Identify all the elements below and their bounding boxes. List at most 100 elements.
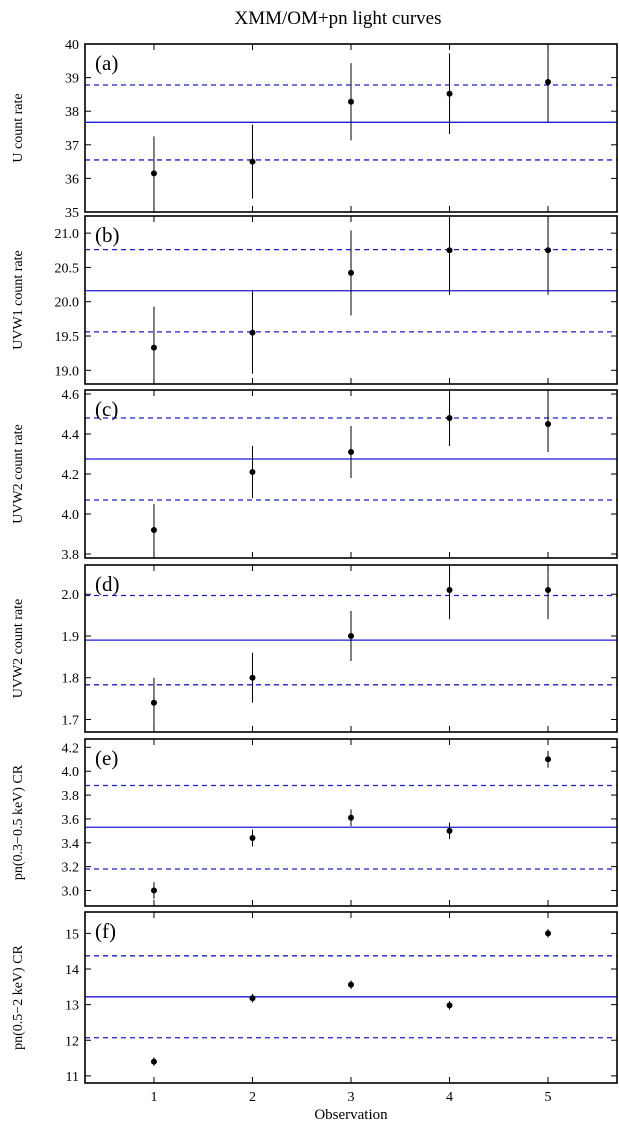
y-tick-label: 3.8 [62,789,80,804]
data-point [150,699,157,706]
panel-data-marks [85,565,617,728]
panel-label: (d) [95,572,120,596]
y-tick-label: 11 [66,1070,79,1085]
y-tick-label: 12 [65,1034,79,1049]
data-point [545,587,552,594]
panel-4: 1.7 1.8 1.9 2.0 (d) UVW2 count rate [11,564,618,733]
data-point [150,344,157,351]
data-point [348,98,354,105]
data-point [446,247,453,254]
data-point [446,90,453,97]
data-point [150,887,157,894]
y-tick-label: 3.2 [62,861,80,876]
data-point [150,170,157,177]
y-tick-label: 21.0 [55,227,80,242]
data-point [545,421,552,427]
data-point [150,527,157,533]
data-point [249,469,256,475]
y-axis-label: UVW2 count rate [11,599,26,699]
y-tick-label: 39 [65,72,79,87]
y-tick-label: 4.6 [62,388,80,403]
y-tick-label: 4.0 [62,765,80,780]
y-tick-label: 1.8 [62,672,80,687]
y-tick-label: 38 [65,105,79,120]
y-tick-label: 19.5 [55,330,80,345]
panel-frame [84,389,618,559]
y-tick-label: 3.4 [62,837,80,852]
data-point [249,674,256,681]
panel-data-marks [85,750,617,899]
panel-label: (f) [95,919,116,943]
y-axis-label: pn(0.3−0.5 keV) CR [11,764,26,880]
y-tick-label: 20.0 [55,296,80,311]
y-axis-label: UVW2 count rate [11,424,26,524]
panel-label: (e) [95,746,118,770]
y-tick-label: 15 [65,927,79,942]
data-point [545,78,552,85]
y-axis-label: pn(0.5−2 keV) CR [11,944,26,1049]
data-point [249,835,256,842]
panel-frame [84,911,618,1084]
y-tick-label: 20.5 [55,261,80,276]
panel-6: 11 12 13 14 15 (f) pn(0.5−2 keV) CR [11,911,618,1085]
y-tick-label: 3.0 [62,884,80,899]
data-point [150,1058,157,1065]
figure-title: XMM/OM+pn light curves [234,8,441,29]
data-point [446,415,453,421]
y-tick-label: 19.0 [55,364,80,379]
x-tick-label: 5 [545,1090,552,1105]
data-point [249,158,256,165]
y-tick-label: 14 [65,963,79,978]
panel-label: (a) [95,51,118,75]
panel-label: (c) [95,397,118,421]
data-point [348,269,354,276]
x-tick-label: 4 [446,1090,453,1105]
y-tick-label: 3.8 [62,548,80,563]
x-tick-label: 1 [150,1090,157,1105]
y-tick-label: 13 [65,999,79,1014]
data-point [446,587,453,594]
panel-data-marks [85,216,617,384]
y-tick-label: 2.0 [62,588,80,603]
data-point [446,827,453,834]
y-tick-label: 4.4 [62,428,80,443]
x-axis-label: Observation [314,1107,388,1123]
data-point [446,1002,453,1009]
y-axis-label: U count rate [11,93,26,162]
data-point [545,756,552,763]
data-point [545,247,552,254]
y-tick-label: 40 [65,38,79,53]
y-tick-label: 37 [65,139,79,154]
data-point [348,632,354,639]
panel-frame [84,215,618,385]
y-tick-label: 1.9 [62,630,80,645]
y-tick-label: 4.2 [62,468,80,483]
y-tick-label: 4.2 [62,741,80,756]
y-tick-label: 4.0 [62,508,80,523]
panel-3: 3.8 4.0 4.2 4.4 4.6 (c) UVW2 count rate [11,388,618,563]
x-tick-label: 3 [348,1090,355,1105]
panel-label: (b) [95,223,120,247]
panel-data-marks [85,390,617,556]
y-tick-label: 35 [65,206,79,221]
y-tick-label: 3.6 [62,813,80,828]
data-point [348,814,354,821]
panel-frame [84,738,618,907]
panel-data-marks [85,929,617,1066]
panel-5: 3.0 3.2 3.4 3.6 3.8 4.0 4.2 (e) pn(0.3−0.5 keV) … [11,738,618,907]
data-point [348,981,354,988]
x-tick-label: 2 [249,1090,256,1105]
data-point [348,449,354,455]
panel-frame [84,564,618,733]
panel-2: 19.0 19.5 20.0 20.5 21.0 (b) UVW1 count rate [11,215,618,385]
y-tick-label: 36 [65,172,79,187]
y-tick-label: 1.7 [62,713,80,728]
panel-1: 35 36 37 38 39 40 (a) U count rate [11,38,618,221]
panel-data-marks [85,44,617,211]
data-point [249,995,256,1002]
y-axis-label: UVW1 count rate [11,250,26,350]
data-point [249,329,256,336]
panel-frame [84,43,618,213]
